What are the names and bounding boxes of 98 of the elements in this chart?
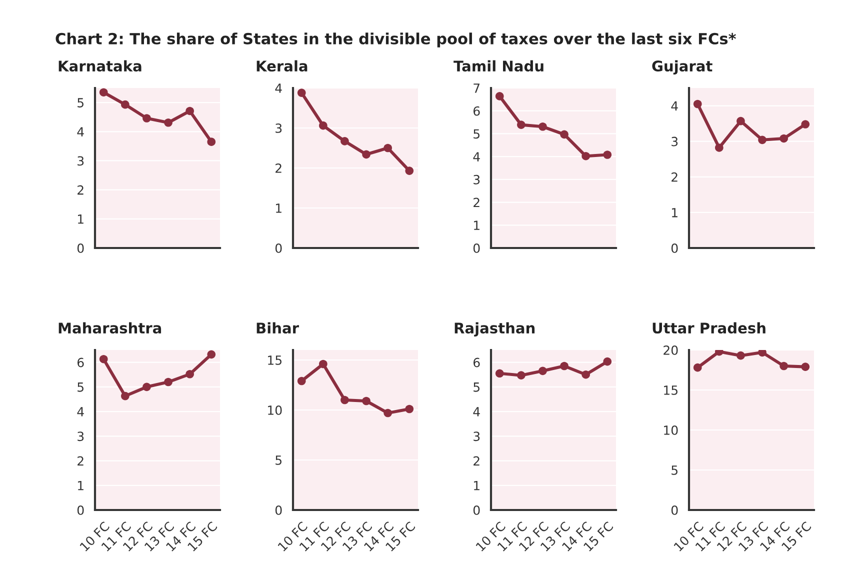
y-tick-label: 4 <box>77 127 84 136</box>
point <box>319 360 328 368</box>
point <box>603 150 612 159</box>
y-tick-label: 3 <box>276 123 282 133</box>
chart-title: Karnataka <box>58 60 142 72</box>
point <box>121 100 130 109</box>
y-tick-label: 3 <box>474 432 480 442</box>
y-tick-label: 10 <box>664 425 678 435</box>
y-tick-label: 4 <box>275 84 282 93</box>
chart-title: Tamil Nadu <box>454 60 544 72</box>
y-tick-label: 0 <box>77 505 84 515</box>
y-tick-label: 3 <box>672 136 678 146</box>
chart-title: Rajasthan <box>454 322 535 336</box>
y-tick-label: 1 <box>474 220 480 230</box>
y-tick-label: 4 <box>671 101 678 111</box>
point <box>297 376 306 386</box>
y-tick-label: 5 <box>474 129 480 139</box>
y-tick-label: 0 <box>473 243 480 253</box>
y-tick-label: 3 <box>78 432 84 442</box>
y-tick-label: 1 <box>78 481 84 490</box>
y-tick-label: 0 <box>671 243 678 253</box>
point <box>99 88 108 97</box>
chart-title: Uttar Pradesh <box>652 322 766 334</box>
y-tick-label: 4 <box>473 407 480 416</box>
point <box>495 369 504 378</box>
point <box>121 392 130 400</box>
point <box>758 136 766 144</box>
chart-title: Bihar <box>256 322 299 334</box>
point <box>517 371 526 380</box>
point <box>715 144 724 152</box>
point <box>164 118 172 127</box>
point <box>340 137 349 146</box>
y-tick-label: 4 <box>77 407 84 416</box>
point <box>538 122 547 131</box>
point <box>405 166 414 175</box>
y-tick-label: 3 <box>474 174 480 184</box>
y-tick-label: 1 <box>474 481 480 490</box>
point <box>384 144 392 152</box>
y-tick-label: 10 <box>268 405 282 415</box>
y-tick-label: 15 <box>664 386 678 395</box>
point <box>801 120 810 128</box>
point <box>495 92 504 100</box>
point <box>538 366 547 376</box>
point <box>582 152 590 160</box>
caption: Chart 2: The share of States in the divisible pool of taxes over the last six FCs* <box>56 32 736 48</box>
y-tick-label: 0 <box>473 505 480 515</box>
point <box>340 396 349 404</box>
y-tick-label: 15 <box>268 356 282 365</box>
point <box>560 362 568 370</box>
y-tick-label: 1 <box>672 208 678 218</box>
point <box>693 100 702 108</box>
y-tick-label: 1 <box>78 214 84 224</box>
point <box>560 130 568 139</box>
point <box>207 138 216 146</box>
point <box>164 378 172 386</box>
y-tick-label: 1 <box>276 204 282 213</box>
chart-title: Gujarat <box>652 60 712 74</box>
y-tick-label: 6 <box>474 106 480 116</box>
point <box>405 404 414 414</box>
point <box>362 396 370 406</box>
y-tick-label: 6 <box>78 358 84 368</box>
y-tick-label: 3 <box>78 156 84 166</box>
y-tick-label: 2 <box>474 198 480 208</box>
point <box>186 106 194 116</box>
y-tick-label: 2 <box>474 456 480 466</box>
point <box>186 370 194 378</box>
y-tick-label: 2 <box>78 456 84 466</box>
point <box>582 370 590 379</box>
point <box>207 350 216 359</box>
y-tick-label: 2 <box>78 185 84 195</box>
chart-title: Kerala <box>256 60 308 72</box>
y-tick-label: 6 <box>474 358 480 368</box>
point <box>603 357 612 366</box>
point <box>384 408 392 418</box>
y-tick-label: 7 <box>474 84 480 93</box>
point <box>297 88 306 97</box>
y-tick-label: 0 <box>77 243 84 253</box>
y-tick-label: 2 <box>672 172 678 182</box>
point <box>142 114 151 122</box>
y-tick-label: 4 <box>473 152 480 162</box>
point <box>99 354 108 364</box>
y-tick-label: 0 <box>275 505 282 515</box>
y-tick-label: 2 <box>276 163 282 173</box>
point <box>319 121 328 130</box>
y-tick-label: 5 <box>78 382 84 392</box>
y-tick-label: 5 <box>276 456 282 465</box>
y-tick-label: 0 <box>671 505 678 515</box>
y-tick-label: 5 <box>474 382 480 392</box>
point <box>517 120 526 129</box>
point <box>736 116 745 126</box>
chart-title: Maharashtra <box>58 322 162 334</box>
y-tick-label: 20 <box>664 345 678 355</box>
point <box>362 150 370 159</box>
point <box>142 382 151 392</box>
y-tick-label: 5 <box>78 98 84 108</box>
y-tick-label: 0 <box>275 243 282 253</box>
y-tick-label: 5 <box>672 466 678 475</box>
point <box>780 134 788 143</box>
